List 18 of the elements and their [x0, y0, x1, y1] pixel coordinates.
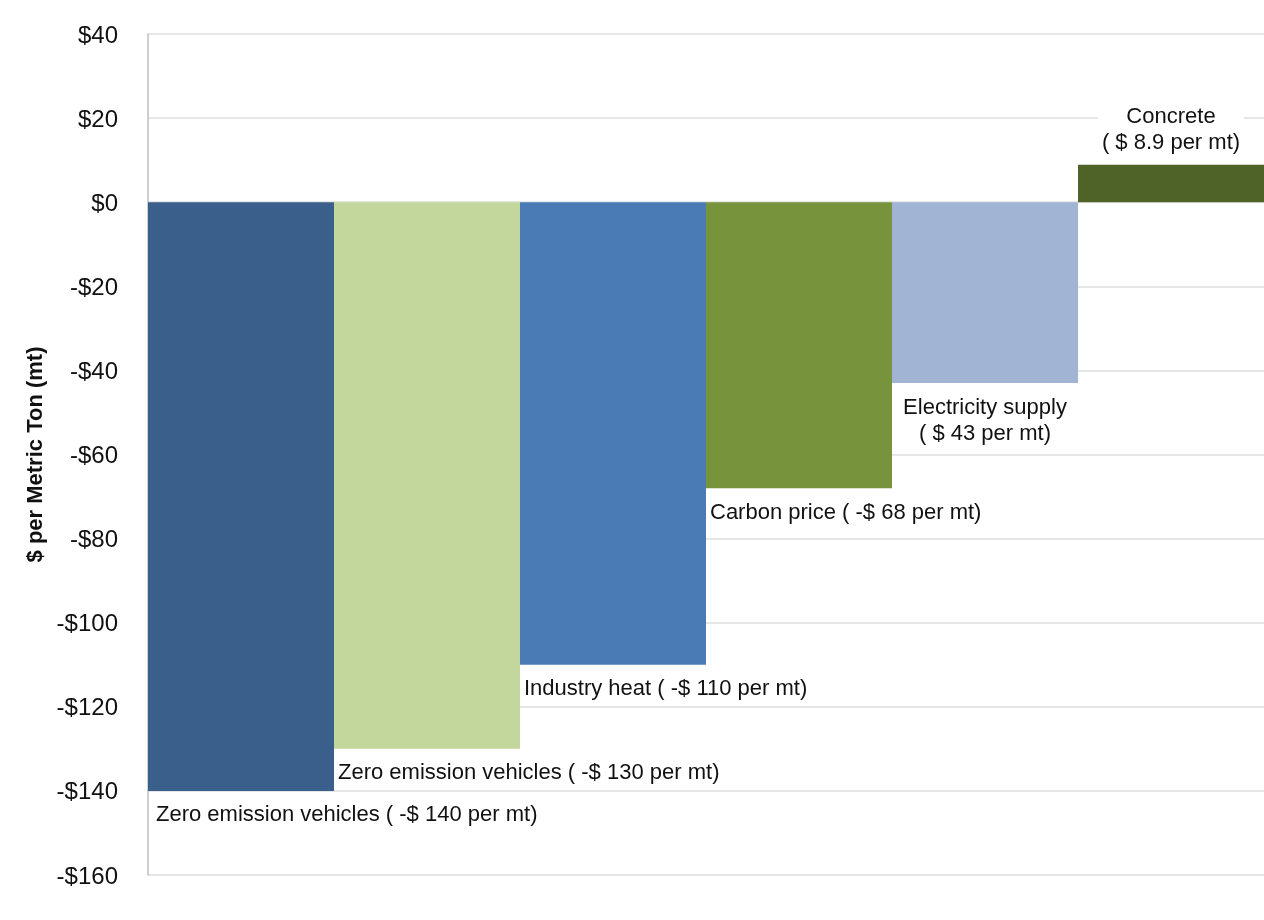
y-tick-label: -$40 [69, 356, 118, 384]
y-tick-label: $40 [77, 20, 118, 48]
data-label: Carbon price ( -$ 68 per mt) [710, 498, 982, 524]
data-label: Electricity supply ( $ 43 per mt) [903, 393, 1067, 445]
data-label: Industry heat ( -$ 110 per mt) [524, 675, 808, 701]
y-tick-label: -$60 [69, 441, 118, 468]
y-tick-label: $20 [77, 104, 118, 132]
y-tick-label: -$120 [56, 693, 118, 721]
data-label: Concrete ( $ 8.9 per mt) [1101, 103, 1241, 155]
y-axis-title: $ per Metric Ton (mt) [22, 346, 48, 563]
y-tick-label: -$20 [69, 272, 118, 300]
y-tick-label: -$100 [56, 609, 118, 637]
y-tick-label: -$80 [69, 525, 118, 553]
y-tick-label: -$140 [56, 777, 118, 805]
data-label: Zero emission vehicles ( -$ 140 per mt) [156, 801, 538, 827]
data-label: Zero emission vehicles ( -$ 130 per mt) [338, 759, 720, 785]
y-tick-label: -$160 [56, 861, 118, 889]
y-tick-label: $0 [91, 188, 118, 216]
